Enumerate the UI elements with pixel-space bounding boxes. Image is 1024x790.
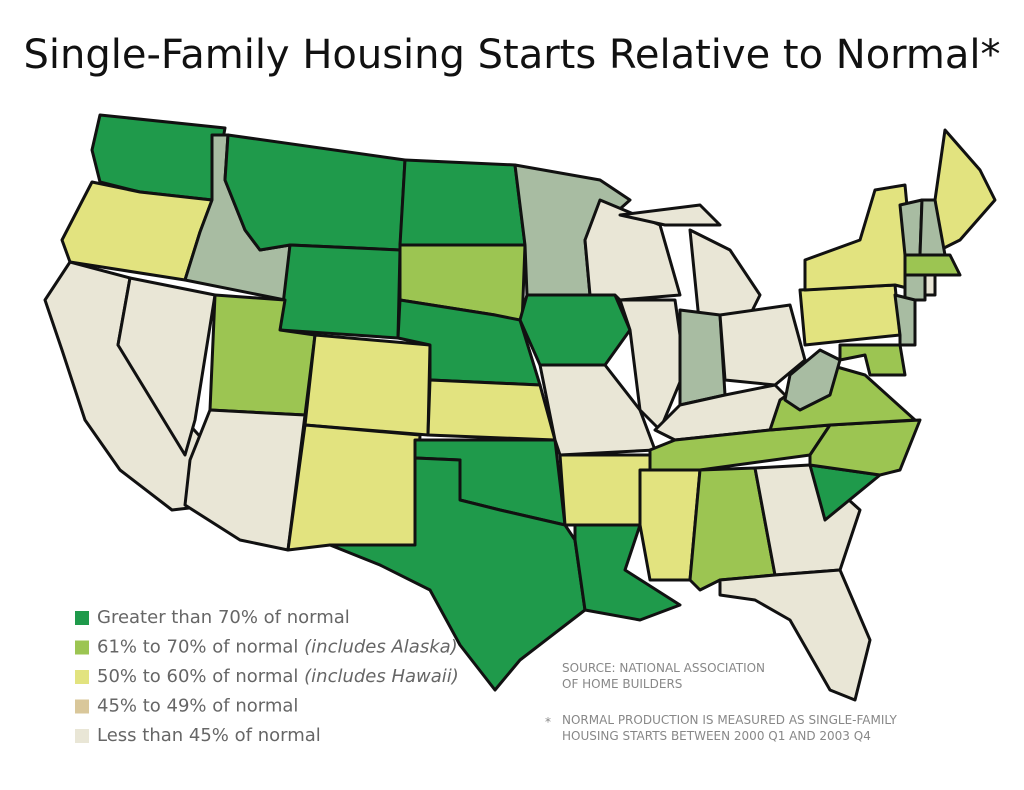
legend-note: (includes Hawaii) [304,666,459,687]
legend-label: Less than 45% of normal [97,725,321,746]
state [678,308,727,407]
legend-swatch [75,611,89,625]
legend: Greater than 70% of normal 61% to 70% of … [75,607,459,746]
state [183,408,307,552]
notes: SOURCE: NATIONAL ASSOCIATION OF HOME BUIL… [545,661,898,743]
legend-swatch [75,699,89,714]
legend-text: Greater than 70% of normal [97,607,350,628]
us-map [43,113,997,702]
state [638,468,702,582]
state [838,343,907,377]
legend-text: 45% to 49% of normal [97,696,298,717]
state [278,243,402,340]
legend-text: 61% to 70% of normal [97,637,298,658]
legend-note: (includes Alaska) [304,637,458,658]
legend-label: Greater than 70% of normal [97,607,350,628]
state [573,523,682,622]
footnote-line: NORMAL PRODUCTION IS MEASURED AS SINGLE-… [562,713,898,727]
state [923,273,937,297]
state [933,128,997,252]
legend-label: 50% to 60% of normal (includes Hawaii) [97,666,459,687]
state [898,198,924,257]
legend-swatch [75,640,89,655]
state [398,158,527,247]
legend-swatch [75,729,89,743]
legend-text: 50% to 60% of normal [97,666,298,687]
legend-text: Less than 45% of normal [97,725,321,746]
state [328,456,587,692]
state [903,253,962,277]
state [808,418,922,477]
legend-label: 45% to 49% of normal [97,696,298,717]
state [286,423,422,552]
state [303,333,432,437]
legend-label: 61% to 70% of normal (includes Alaska) [97,637,458,658]
state [783,348,842,412]
state [426,378,557,442]
footnote-marker: * [545,715,551,729]
state [583,198,682,302]
source-line: SOURCE: NATIONAL ASSOCIATION [562,661,765,675]
state [803,183,917,292]
state [718,568,872,702]
state [893,293,917,347]
state [223,133,407,252]
state [618,203,722,227]
source-line: OF HOME BUILDERS [562,677,682,691]
state [798,283,902,347]
state [116,276,217,457]
state [718,303,807,387]
title: Single-Family Housing Starts Relative to… [23,32,1000,78]
state [903,273,927,302]
legend-swatch [75,670,89,684]
state [518,293,632,367]
footnote-line: HOUSING STARTS BETWEEN 2000 Q1 AND 2003 … [562,729,871,743]
